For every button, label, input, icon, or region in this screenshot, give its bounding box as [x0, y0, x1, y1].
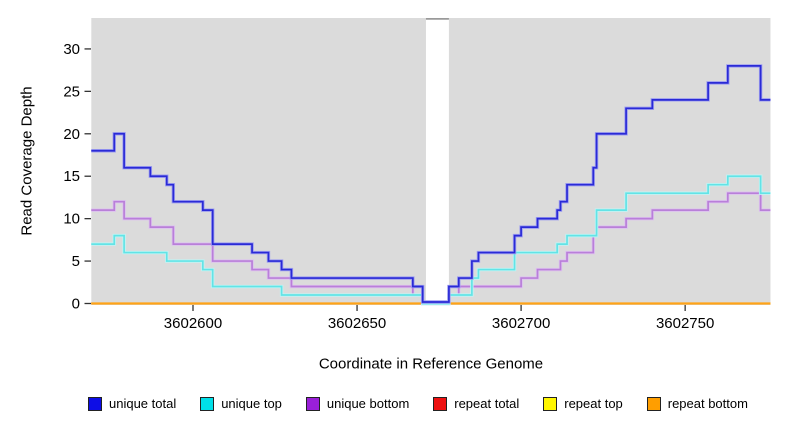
- legend-item-repeat-top: repeat top: [543, 396, 623, 411]
- series-line-unique-bottom: [91, 192, 771, 305]
- repeat-bottom-swatch-icon: [646, 396, 661, 411]
- y-tick-label: 25: [63, 83, 80, 100]
- repeat-total-swatch-icon: [433, 396, 448, 411]
- unique-top-swatch-icon: [200, 396, 215, 411]
- x-axis-label: Coordinate in Reference Genome: [318, 355, 544, 373]
- y-tick-label: 0: [72, 296, 80, 313]
- series-line-unique-total: [91, 65, 771, 303]
- legend-label: repeat bottom: [667, 396, 748, 411]
- x-tick-label: 3602750: [656, 315, 714, 332]
- legend-label: repeat total: [454, 396, 520, 411]
- unique-total-swatch-icon: [88, 396, 102, 411]
- y-tick-label: 20: [63, 126, 80, 143]
- legend: unique total unique top unique bottom re…: [88, 396, 748, 411]
- y-tick-label: 10: [63, 211, 80, 228]
- legend-item-repeat-bottom: repeat bottom: [646, 396, 748, 411]
- y-tick-label: 30: [63, 41, 80, 58]
- legend-item-unique-total: unique total: [88, 396, 176, 411]
- legend-item-unique-bottom: unique bottom: [305, 396, 410, 411]
- coverage-gap: [425, 18, 449, 303]
- repeat-top-swatch-icon: [543, 396, 558, 411]
- legend-label: repeat top: [564, 396, 623, 411]
- y-tick-label: 15: [63, 168, 80, 185]
- legend-item-unique-top: unique top: [200, 396, 282, 411]
- legend-label: unique bottom: [326, 396, 410, 411]
- x-tick-label: 3602600: [164, 315, 222, 332]
- x-tick-label: 3602700: [492, 315, 550, 332]
- y-tick-label: 5: [72, 253, 80, 270]
- legend-label: unique top: [221, 396, 282, 411]
- series-line-unique-top: [91, 175, 771, 305]
- legend-label: unique total: [109, 396, 177, 411]
- y-axis-label: Read Coverage Depth: [18, 86, 36, 236]
- unique-bottom-swatch-icon: [305, 396, 320, 411]
- legend-item-repeat-total: repeat total: [433, 396, 519, 411]
- x-tick-label: 3602650: [328, 315, 386, 332]
